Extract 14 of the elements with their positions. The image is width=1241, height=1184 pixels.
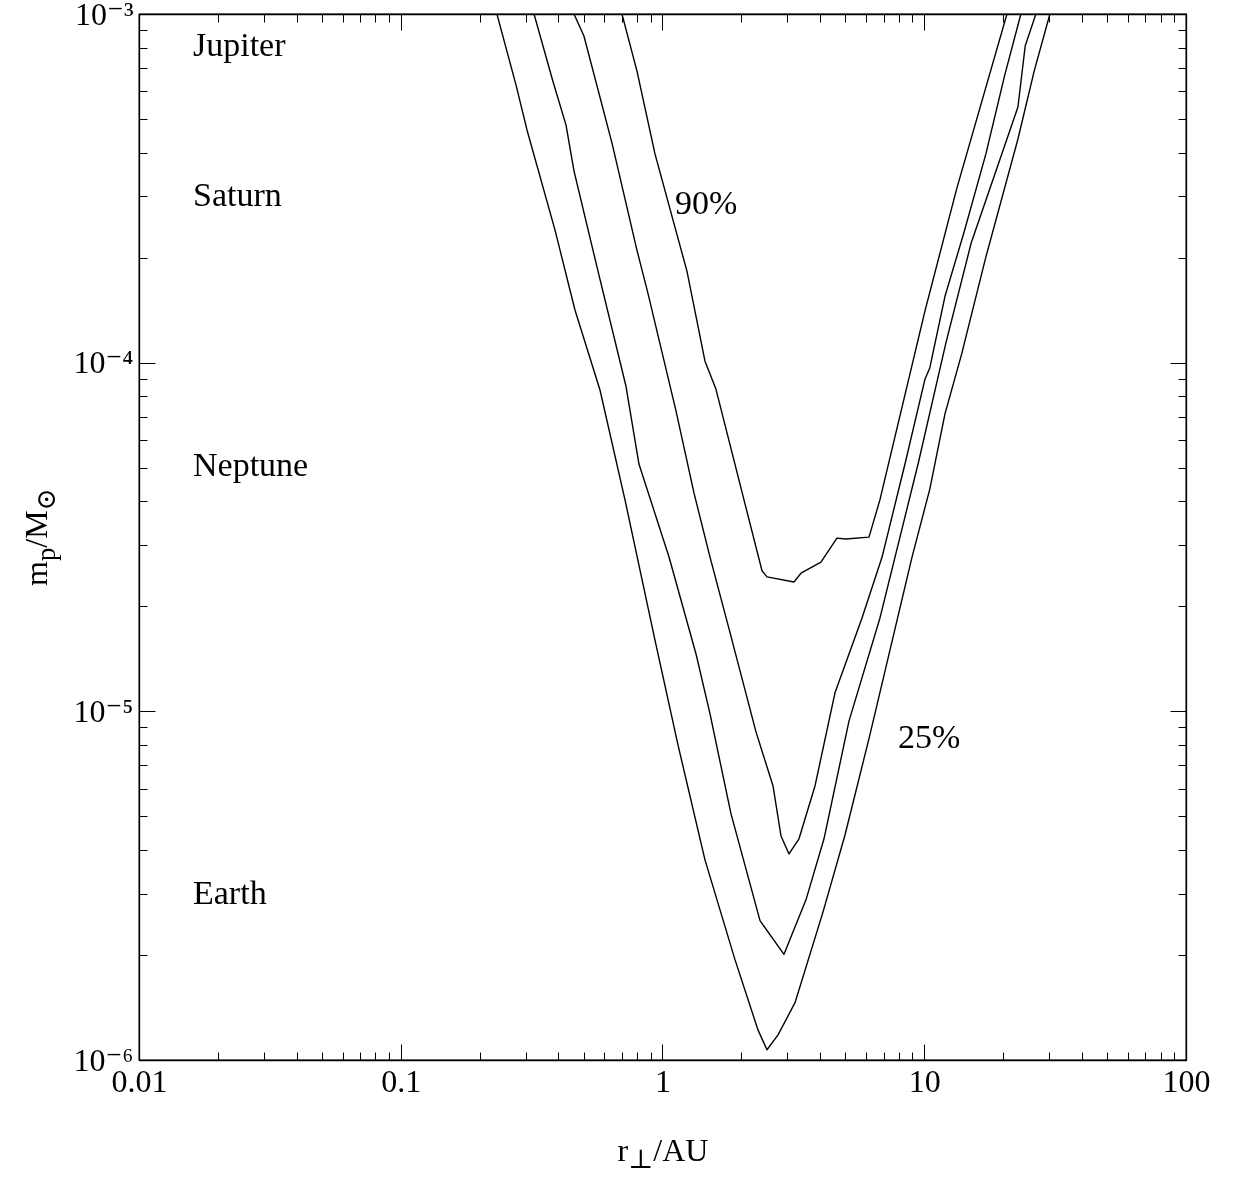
x-tick-label: 0.1 — [381, 1062, 422, 1099]
x-tick-label: 10 — [908, 1062, 941, 1099]
x-tick-label: 100 — [1162, 1062, 1211, 1099]
x-tick-label: 1 — [655, 1062, 671, 1099]
annotation: 90% — [675, 184, 738, 222]
annotation: Saturn — [193, 176, 282, 214]
annotation: Neptune — [193, 446, 309, 484]
annotation: 25% — [898, 718, 961, 756]
y-tick-label: 10⁻⁴ — [73, 344, 134, 381]
annotation: Jupiter — [193, 26, 286, 64]
y-tick-label: 10⁻³ — [75, 0, 134, 32]
y-tick-label: 10⁻⁵ — [73, 692, 134, 729]
x-axis-title: r$_{⊥}$/AU — [617, 1132, 709, 1176]
annotation: Earth — [193, 874, 267, 912]
